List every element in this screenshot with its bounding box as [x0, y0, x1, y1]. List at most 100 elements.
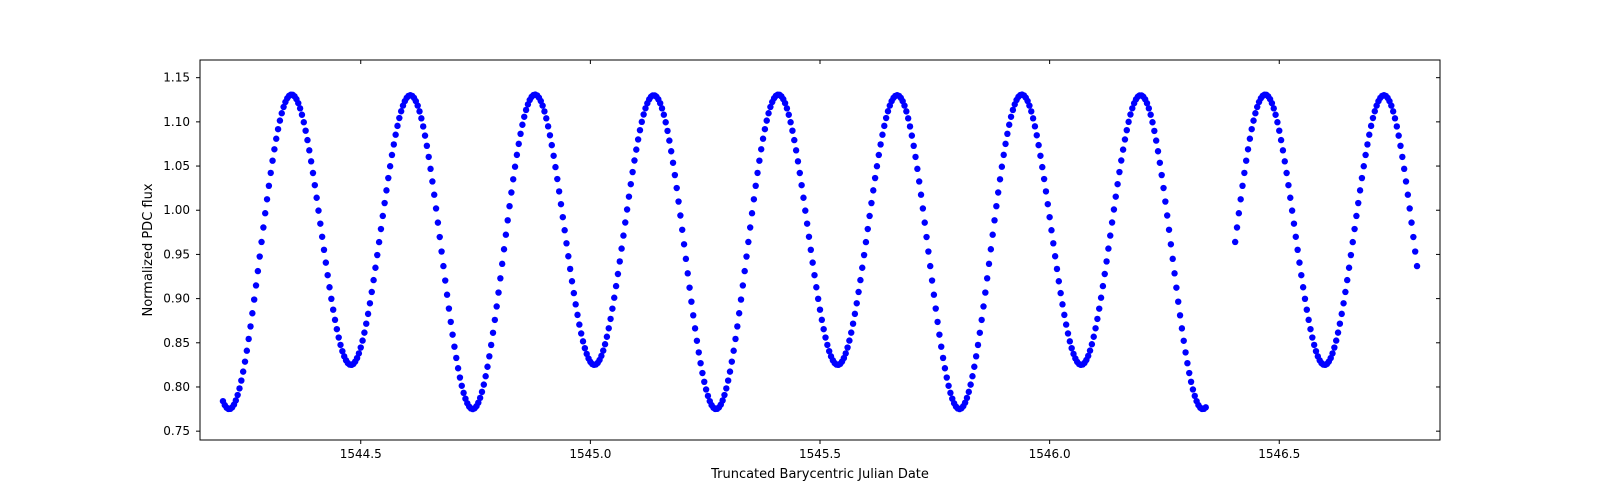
data-point	[885, 108, 891, 114]
data-point	[1056, 278, 1062, 284]
data-point	[582, 345, 588, 351]
data-point	[758, 146, 764, 152]
data-point	[1340, 300, 1346, 306]
data-point	[977, 330, 983, 336]
data-point	[664, 128, 670, 134]
data-point	[240, 368, 246, 374]
data-point	[260, 224, 266, 230]
data-point	[615, 271, 621, 277]
data-point	[1057, 290, 1063, 296]
data-point	[947, 390, 953, 396]
data-point	[1298, 272, 1304, 278]
data-point	[1166, 227, 1172, 233]
data-point	[1276, 127, 1282, 133]
data-point	[925, 248, 931, 254]
data-point	[1094, 316, 1100, 322]
data-point	[558, 201, 564, 207]
data-point	[1309, 334, 1315, 340]
data-point	[874, 163, 880, 169]
data-point	[508, 189, 514, 195]
data-point	[429, 178, 435, 184]
data-point	[751, 196, 757, 202]
y-tick-label: 1.05	[163, 159, 190, 173]
data-point	[1390, 108, 1396, 114]
data-point	[477, 395, 483, 401]
data-point	[938, 344, 944, 350]
data-point	[398, 108, 404, 114]
data-point	[701, 379, 707, 385]
data-point	[1357, 187, 1363, 193]
data-point	[622, 219, 628, 225]
data-point	[323, 259, 329, 265]
data-point	[815, 296, 821, 302]
data-point	[854, 300, 860, 306]
data-point	[923, 234, 929, 240]
data-point	[1157, 160, 1163, 166]
data-point	[1282, 158, 1288, 164]
data-point	[383, 187, 389, 193]
data-point	[795, 158, 801, 164]
data-point	[1087, 347, 1093, 353]
data-point	[493, 303, 499, 309]
data-point	[692, 325, 698, 331]
data-point	[905, 115, 911, 121]
data-point	[560, 214, 566, 220]
data-point	[1335, 329, 1341, 335]
data-point	[1125, 119, 1131, 125]
data-point	[1361, 163, 1367, 169]
data-point	[440, 263, 446, 269]
data-point	[332, 317, 338, 323]
data-point	[857, 277, 863, 283]
data-point	[1241, 170, 1247, 176]
data-point	[787, 119, 793, 125]
data-point	[1061, 312, 1067, 318]
data-point	[1168, 241, 1174, 247]
data-point	[982, 289, 988, 295]
x-tick-label: 1545.5	[799, 447, 841, 461]
data-point	[236, 385, 242, 391]
data-point	[1410, 234, 1416, 240]
data-point	[1001, 152, 1007, 158]
data-point	[690, 312, 696, 318]
data-point	[1041, 176, 1047, 182]
data-point	[1247, 136, 1253, 142]
data-point	[242, 358, 248, 364]
data-point	[793, 147, 799, 153]
x-axis-label: Truncated Barycentric Julian Date	[710, 467, 929, 482]
data-point	[370, 277, 376, 283]
data-point	[910, 143, 916, 149]
data-point	[637, 127, 643, 133]
data-point	[741, 268, 747, 274]
data-point	[1113, 193, 1119, 199]
data-point	[1158, 172, 1164, 178]
data-point	[1337, 320, 1343, 326]
data-point	[668, 148, 674, 154]
data-point	[381, 200, 387, 206]
data-point	[1232, 239, 1238, 245]
data-point	[865, 226, 871, 232]
data-point	[606, 325, 612, 331]
data-point	[512, 164, 518, 170]
data-point	[363, 320, 369, 326]
data-point	[273, 136, 279, 142]
data-point	[545, 123, 551, 129]
data-point	[1109, 219, 1115, 225]
data-point	[1348, 252, 1354, 258]
data-point	[578, 330, 584, 336]
data-point	[1182, 349, 1188, 355]
data-point	[940, 355, 946, 361]
data-point	[1068, 345, 1074, 351]
data-point	[929, 277, 935, 283]
data-point	[677, 212, 683, 218]
data-point	[451, 344, 457, 350]
data-point	[420, 123, 426, 129]
data-point	[703, 386, 709, 392]
data-point	[762, 126, 768, 132]
data-point	[876, 152, 882, 158]
data-point	[806, 234, 812, 240]
data-point	[973, 353, 979, 359]
data-point	[1149, 119, 1155, 125]
data-point	[843, 350, 849, 356]
data-point	[572, 301, 578, 307]
data-point	[1118, 157, 1124, 163]
